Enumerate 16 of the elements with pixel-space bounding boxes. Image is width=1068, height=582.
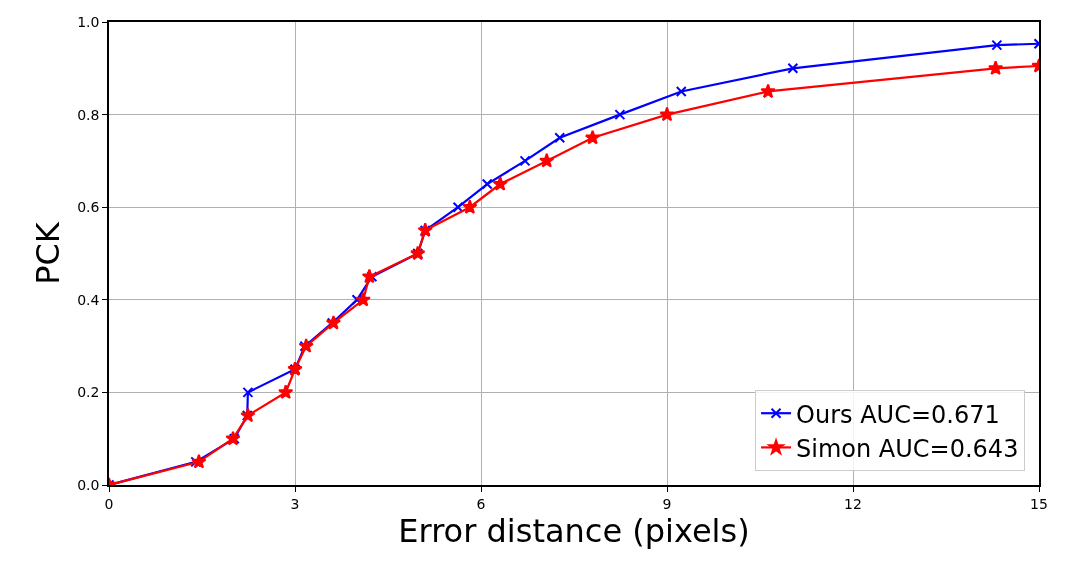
legend-label: Ours AUC=0.671 <box>796 400 1000 429</box>
x-tick-label: 9 <box>662 495 672 512</box>
x-tick-label: 3 <box>290 495 300 512</box>
y-tick-label: 0.8 <box>77 106 100 123</box>
x-tick-label: 6 <box>476 495 486 512</box>
x-tick-label: 15 <box>1030 495 1048 512</box>
x-axis-title: Error distance (pixels) <box>398 511 750 550</box>
y-axis-title: PCK <box>28 221 67 285</box>
y-tick-label: 0.6 <box>77 199 100 216</box>
y-tick-label: 1.0 <box>77 13 100 30</box>
x-tick-label: 12 <box>844 495 862 512</box>
y-tick-label: 0.0 <box>77 476 100 493</box>
x-tick-label: 0 <box>104 495 114 512</box>
legend-label: Simon AUC=0.643 <box>796 434 1019 463</box>
y-tick-label: 0.4 <box>77 291 100 308</box>
y-tick-label: 0.2 <box>77 384 100 401</box>
